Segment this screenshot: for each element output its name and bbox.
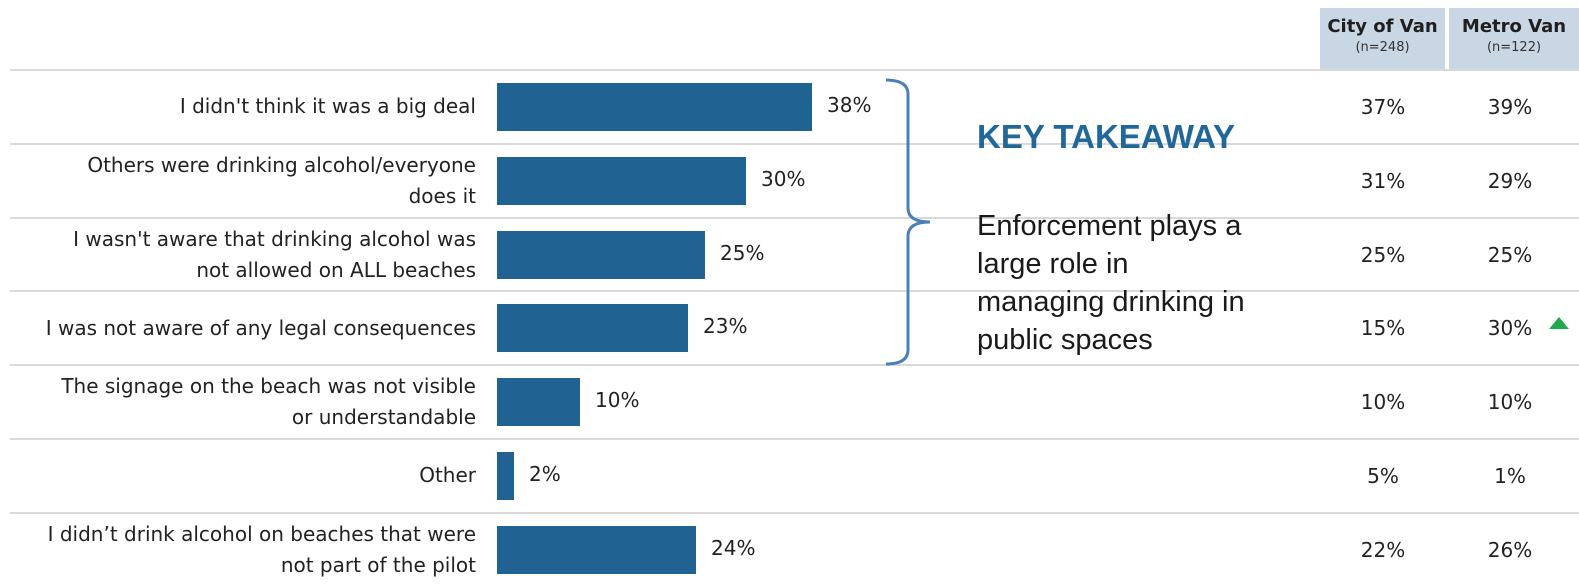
row-separator	[10, 438, 1579, 440]
key-takeaway-title: KEY TAKEAWAY	[977, 118, 1235, 155]
category-label: Other	[6, 460, 476, 491]
column-header-n: (n=122)	[1486, 40, 1542, 55]
table-cell-city-of-van: 15%	[1360, 316, 1406, 340]
table-cell-metro-van: 29%	[1487, 169, 1533, 193]
bar-value-label: 25%	[720, 241, 765, 265]
row-separator	[10, 143, 1579, 145]
row-separator	[10, 69, 1579, 71]
bar-value-label: 30%	[761, 167, 806, 191]
column-header-metro-van: Metro Van (n=122)	[1449, 8, 1579, 69]
bar	[497, 452, 514, 500]
table-cell-city-of-van: 5%	[1367, 464, 1399, 488]
bar-value-label: 2%	[529, 462, 561, 486]
row-separator	[10, 217, 1579, 219]
key-takeaway-text: Enforcement plays a large role in managi…	[977, 210, 1245, 356]
category-label-line: I was not aware of any legal consequence…	[45, 316, 476, 340]
bar	[497, 526, 696, 574]
category-label-line: not allowed on ALL beaches	[196, 258, 476, 282]
bar-value-label: 10%	[595, 388, 640, 412]
table-cell-metro-van: 30%	[1487, 316, 1533, 340]
bar	[497, 83, 812, 131]
row-separator	[10, 290, 1579, 292]
category-label-line: I didn’t drink alcohol on beaches that w…	[47, 522, 476, 546]
category-label-line: does it	[408, 184, 476, 208]
bar	[497, 304, 688, 352]
category-label-line: not part of the pilot	[280, 553, 476, 577]
category-label: I didn't think it was a big deal	[6, 91, 476, 122]
table-cell-city-of-van: 37%	[1360, 95, 1406, 119]
bar-value-label: 23%	[703, 314, 748, 338]
column-header-name: City of Van	[1327, 16, 1438, 37]
table-cell-city-of-van: 31%	[1360, 169, 1406, 193]
up-triangle-icon	[1549, 317, 1569, 329]
table-cell-metro-van: 39%	[1487, 95, 1533, 119]
table-cell-metro-van: 26%	[1487, 538, 1533, 562]
category-label: The signage on the beach was not visible…	[6, 371, 476, 433]
category-label-line: The signage on the beach was not visible	[61, 374, 476, 398]
category-label-line: Other	[419, 463, 476, 487]
category-label-line: I wasn't aware that drinking alcohol was	[73, 227, 476, 251]
row-separator	[10, 364, 1579, 366]
category-label-line: I didn't think it was a big deal	[179, 94, 476, 118]
category-label-line: Others were drinking alcohol/everyone	[87, 153, 476, 177]
table-cell-metro-van: 10%	[1487, 390, 1533, 414]
bar	[497, 378, 580, 426]
category-label: I was not aware of any legal consequence…	[6, 313, 476, 344]
table-cell-metro-van: 25%	[1487, 243, 1533, 267]
bracket-icon	[885, 78, 931, 366]
bar	[497, 157, 746, 205]
table-cell-city-of-van: 10%	[1360, 390, 1406, 414]
category-label: I wasn't aware that drinking alcohol was…	[6, 224, 476, 286]
bar-value-label: 24%	[711, 536, 756, 560]
table-cell-metro-van: 1%	[1494, 464, 1526, 488]
column-header-name: Metro Van	[1461, 16, 1567, 37]
bar	[497, 231, 705, 279]
column-header-n: (n=248)	[1355, 40, 1410, 55]
column-header-city-of-van: City of Van (n=248)	[1320, 8, 1445, 69]
category-label: I didn’t drink alcohol on beaches that w…	[6, 519, 476, 581]
category-label-line: or understandable	[291, 405, 476, 429]
table-cell-city-of-van: 22%	[1360, 538, 1406, 562]
table-cell-city-of-van: 25%	[1360, 243, 1406, 267]
row-separator	[10, 512, 1579, 514]
category-label: Others were drinking alcohol/everyone doe…	[6, 150, 476, 212]
bar-value-label: 38%	[827, 93, 872, 117]
